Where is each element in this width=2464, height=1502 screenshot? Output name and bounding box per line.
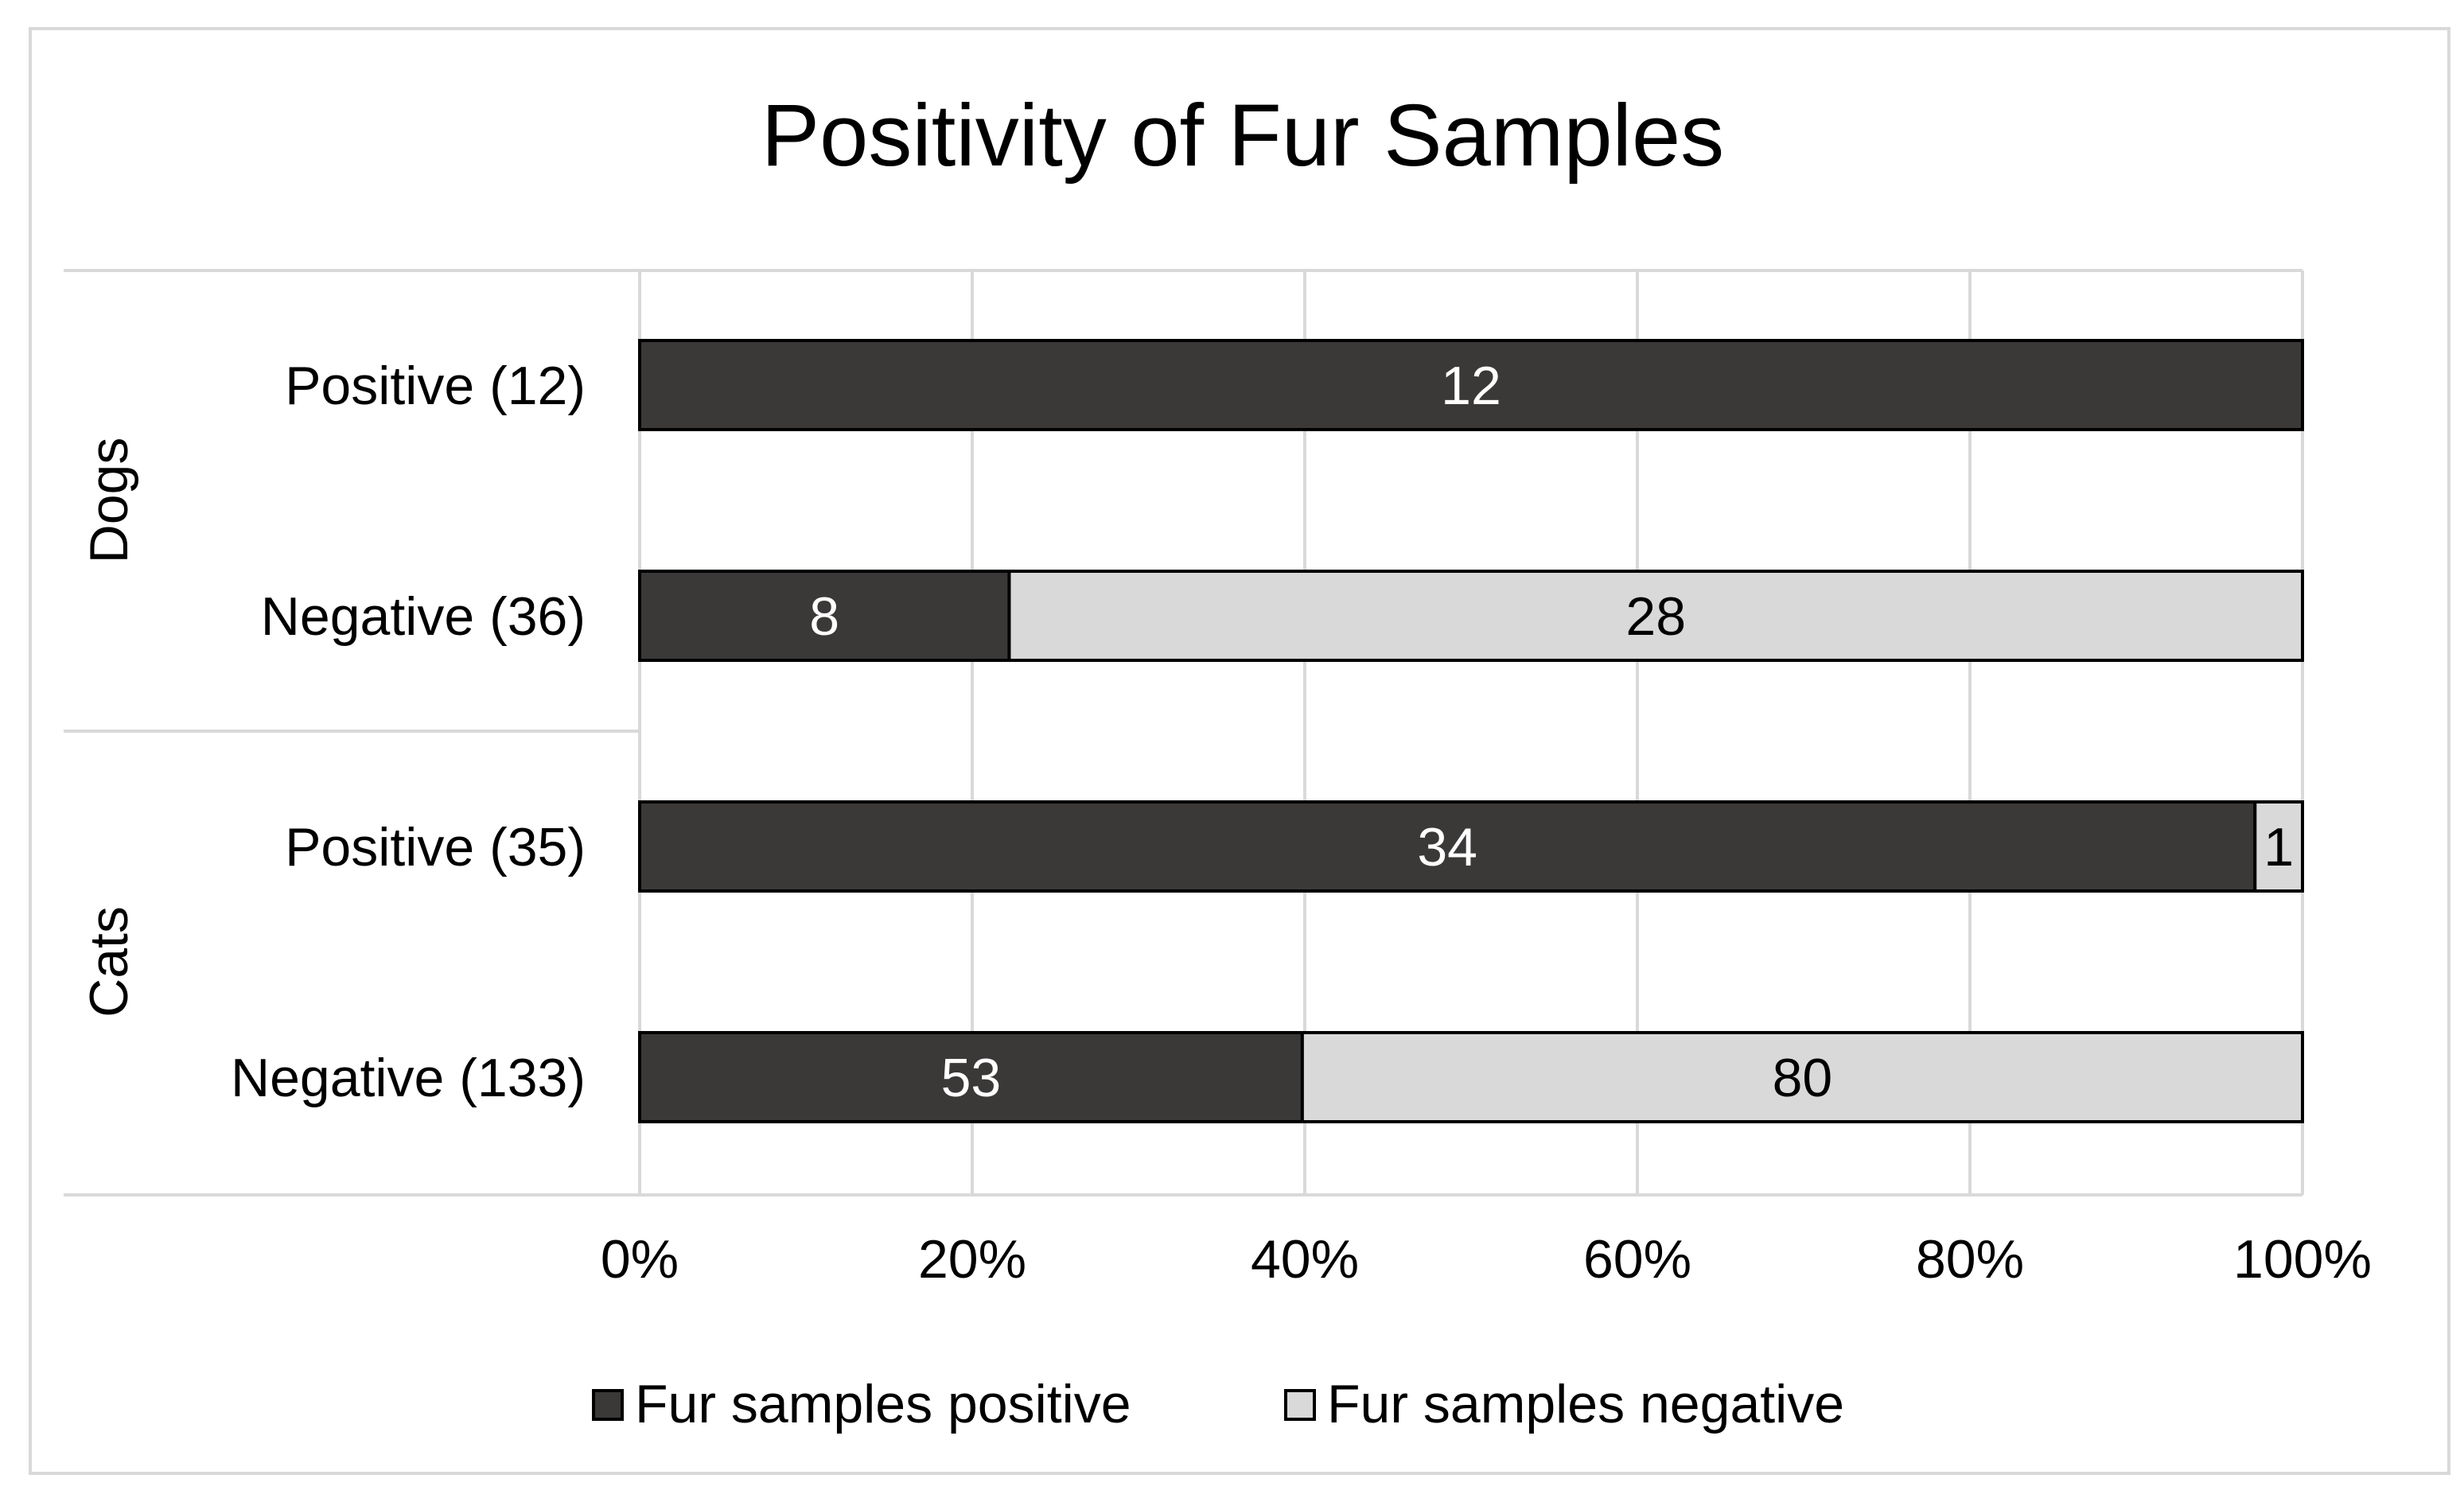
bars-layer: [638, 339, 2304, 1123]
bar-segment-positive: [638, 570, 1011, 662]
bar-segment-positive: [638, 339, 2304, 431]
legend-item-positive-label: Fur samples positive: [635, 1374, 1131, 1434]
category-label: Positive (35): [285, 817, 586, 877]
category-label: Negative (133): [231, 1048, 586, 1108]
bar-segment-negative: [1007, 570, 2304, 662]
legend-item-negative-swatch: [1284, 1389, 1316, 1421]
x-tick-label: 40%: [1251, 1229, 1359, 1290]
group-label: Dogs: [79, 438, 139, 564]
x-tick-label: 100%: [2233, 1229, 2372, 1290]
data-label: 28: [1625, 586, 1686, 647]
x-tick-label: 0%: [601, 1229, 679, 1290]
data-label: 12: [1441, 356, 1501, 416]
data-label: 8: [809, 586, 839, 647]
chart-svg: Positivity of Fur Samples 0% 20% 40% 60% 80%…: [64, 87, 2372, 1434]
x-tick-label: 20%: [918, 1229, 1026, 1290]
bar-segment-negative: [2253, 800, 2304, 893]
category-label: Positive (12): [285, 356, 586, 416]
x-tick-label: 80%: [1916, 1229, 2024, 1290]
data-label: 34: [1417, 817, 1477, 877]
chart-title: Positivity of Fur Samples: [761, 87, 1724, 185]
bar-segment-positive: [638, 1031, 1304, 1123]
chart-frame: Positivity of Fur Samples 0% 20% 40% 60% 80%…: [29, 27, 2450, 1475]
legend-item-positive-swatch: [592, 1389, 624, 1421]
labels-layer: 0% 20% 40% 60% 80% 100% 12 Positive (12) 8 28 Nega…: [79, 356, 2372, 1290]
bar-segment-negative: [1300, 1031, 2304, 1123]
data-label: 53: [941, 1048, 1002, 1108]
axis-layer: [64, 269, 2302, 1197]
category-label: Negative (36): [261, 586, 586, 647]
legend-item-negative-label: Fur samples negative: [1327, 1374, 1844, 1434]
data-label: 80: [1773, 1048, 1833, 1108]
bar-segment-positive: [638, 800, 2257, 893]
legend-layer: Fur samples positive Fur samples negative: [592, 1374, 1844, 1434]
x-tick-label: 60%: [1583, 1229, 1691, 1290]
data-label: 1: [2264, 817, 2294, 877]
group-label: Cats: [79, 906, 139, 1018]
